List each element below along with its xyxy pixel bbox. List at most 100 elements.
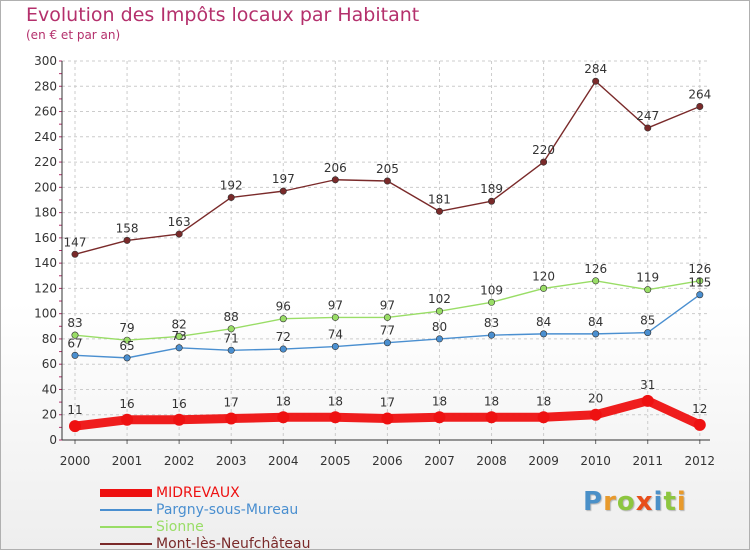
x-tick-label: 2008 [476,454,507,468]
data-label: 247 [636,109,659,123]
data-point [696,277,704,285]
data-point [175,332,183,340]
data-label: 119 [636,271,659,285]
data-label: 158 [116,221,139,235]
data-label: 220 [532,143,555,157]
data-label: 31 [640,378,655,392]
data-label: 20 [588,392,603,406]
data-point [589,408,602,421]
data-label: 192 [220,178,243,192]
x-tick-label: 2001 [112,454,143,468]
data-point [644,329,652,337]
data-point [488,298,496,306]
x-tick-label: 2011 [632,454,663,468]
data-label: 83 [484,316,499,330]
data-point [435,335,443,343]
data-point [540,158,548,166]
data-point [488,197,496,205]
data-label: 18 [432,394,447,408]
y-tick-label: 200 [34,180,57,194]
legend-item: Sionne [100,518,311,535]
y-tick-label: 120 [34,281,57,295]
data-label: 264 [688,87,711,101]
data-label: 181 [428,192,451,206]
data-label: 109 [480,283,503,297]
x-tick-label: 2000 [60,454,91,468]
data-label: 88 [224,310,239,324]
x-tick-label: 2003 [216,454,247,468]
data-label: 18 [328,394,343,408]
legend-swatch [100,542,152,545]
data-point [173,413,186,426]
data-point [71,331,79,339]
y-tick-label: 240 [34,130,57,144]
data-point [69,420,81,433]
data-point [381,412,394,425]
logo-letter: r [603,487,617,517]
data-label: 72 [276,330,291,344]
data-point [592,330,600,338]
y-tick-label: 20 [42,408,57,422]
data-point [383,313,391,321]
data-point [488,331,496,339]
y-tick-label: 160 [34,231,57,245]
data-point [696,102,704,110]
data-label: 120 [532,269,555,283]
data-label: 16 [119,397,134,411]
data-point [644,286,652,294]
data-point [435,207,443,215]
data-label: 197 [272,172,295,186]
y-tick-label: 40 [42,382,57,396]
data-label: 82 [171,317,186,331]
data-point [175,344,183,352]
x-tick-label: 2009 [528,454,559,468]
legend-label: Sionne [156,518,204,535]
data-label: 102 [428,292,451,306]
x-tick-label: 2012 [685,454,716,468]
data-label: 206 [324,161,347,175]
legend-swatch [100,488,152,497]
data-label: 84 [536,315,551,329]
x-tick-label: 2002 [164,454,195,468]
data-point [433,411,446,424]
y-tick-label: 60 [42,357,57,371]
data-point [227,346,235,354]
data-point [329,411,342,424]
x-tick-label: 2006 [372,454,403,468]
data-point [696,291,704,299]
y-tick-label: 260 [34,105,57,119]
data-label: 79 [119,321,134,335]
data-label: 18 [484,394,499,408]
data-label: 126 [688,262,711,276]
data-label: 77 [380,324,395,338]
logo-letter: t [663,487,677,517]
data-point [331,313,339,321]
y-tick-label: 300 [34,54,57,68]
data-point [331,176,339,184]
chart-subtitle: (en € et par an) [26,28,121,42]
data-point [435,307,443,315]
data-point [644,124,652,132]
data-point [383,177,391,185]
data-label: 74 [328,328,343,342]
data-label: 96 [276,300,291,314]
x-tick-label: 2004 [268,454,299,468]
data-label: 18 [536,394,551,408]
data-point [227,193,235,201]
data-label: 97 [380,298,395,312]
data-point [225,412,238,425]
data-point [279,315,287,323]
logo-letter: i [676,487,687,517]
logo-letter: P [583,487,604,517]
data-label: 11 [67,403,82,417]
y-tick-label: 80 [42,332,57,346]
legend-item: MIDREVAUX [100,484,311,501]
data-point [540,284,548,292]
chart-title: Evolution des Impôts locaux par Habitant [26,4,420,26]
data-label: 65 [119,339,134,353]
chart-legend: MIDREVAUX Pargny-sous-Mureau Sionne Mont-lè… [100,484,311,552]
data-label: 17 [224,396,239,410]
y-tick-label: 220 [34,155,57,169]
data-point [592,77,600,85]
